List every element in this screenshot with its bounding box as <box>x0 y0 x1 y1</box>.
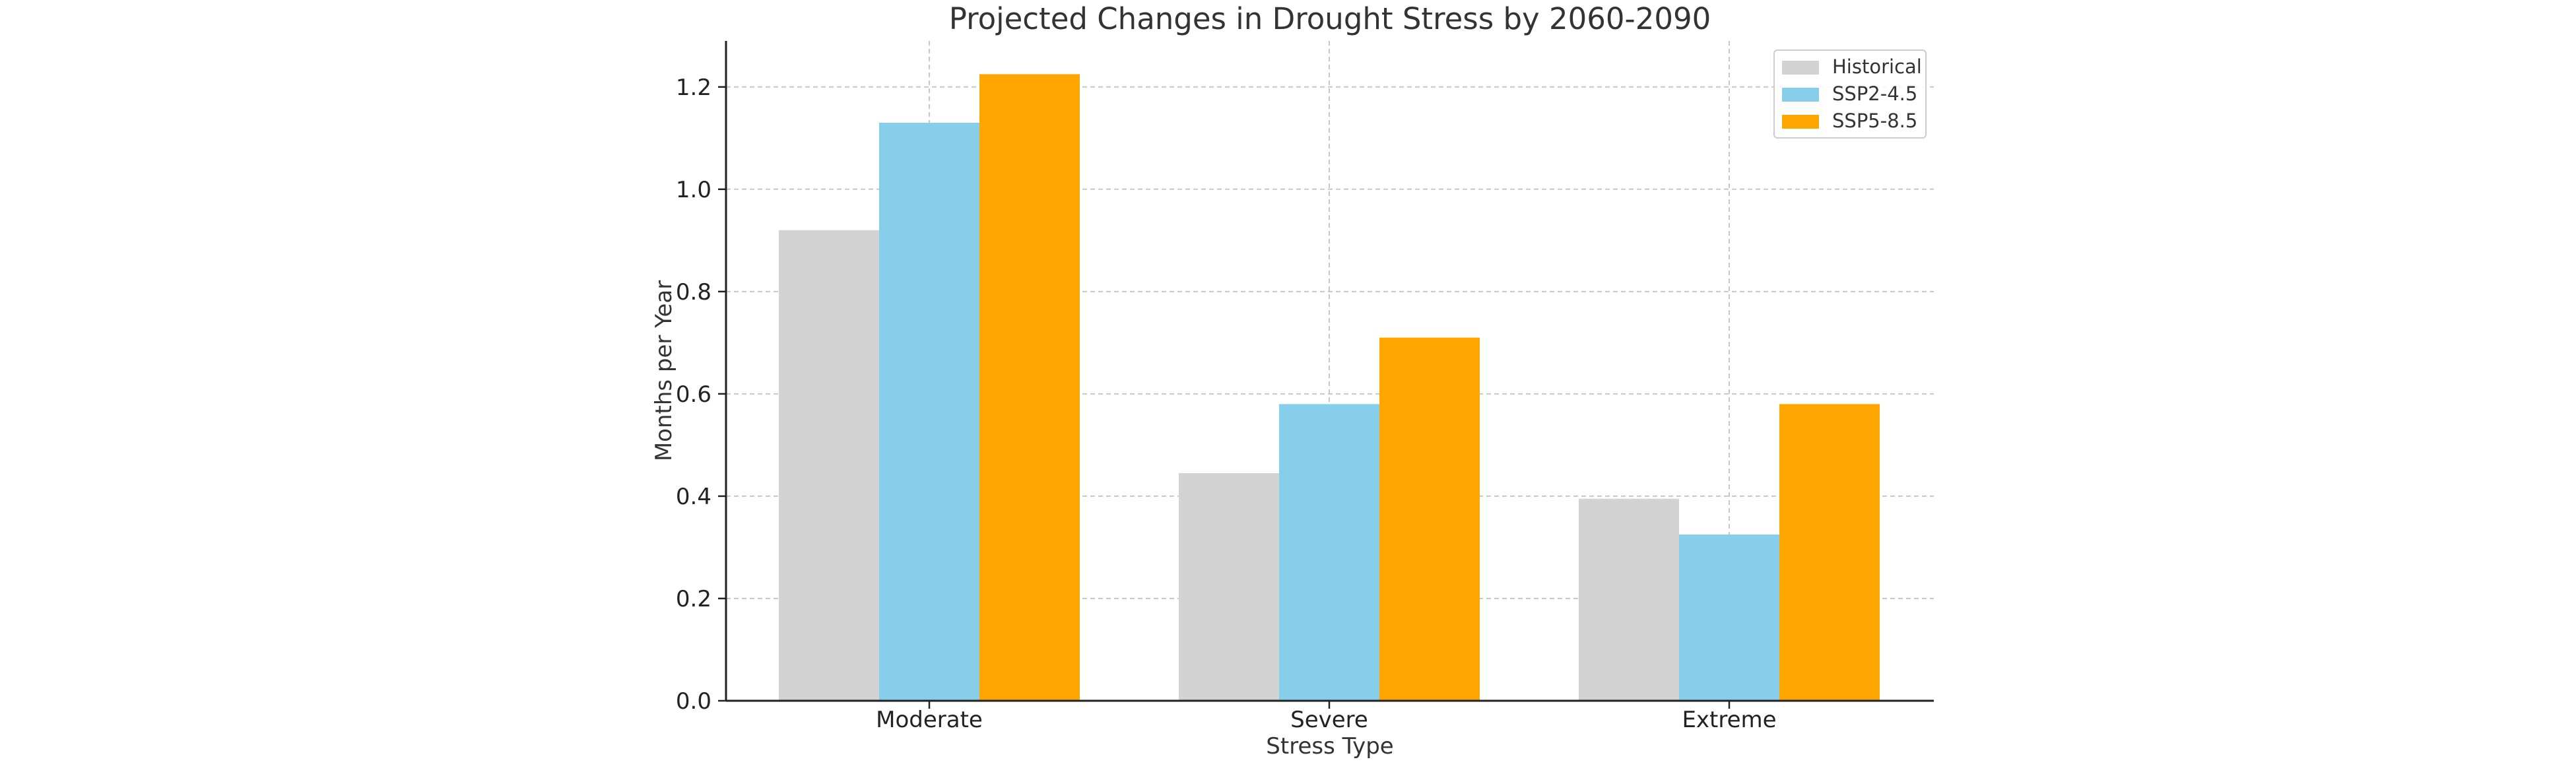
legend-label: SSP2-4.5 <box>1832 82 1917 105</box>
bar-ssp5-8-5-severe <box>1379 337 1480 701</box>
legend-label: Historical <box>1832 55 1922 78</box>
legend-swatch <box>1782 61 1819 75</box>
x-axis-label: Stress Type <box>1266 733 1393 760</box>
x-ticks: Moderate Severe Extreme <box>876 701 1777 733</box>
legend-label: SSP5-8.5 <box>1832 110 1917 132</box>
x-tick-label: Moderate <box>876 707 983 733</box>
y-tick-label: 0.8 <box>676 279 711 306</box>
bar-historical-extreme <box>1579 498 1679 701</box>
y-tick-label: 0.4 <box>676 484 711 510</box>
chart-title: Projected Changes in Drought Stress by 2… <box>949 1 1711 36</box>
bar-ssp2-4-5-severe <box>1279 404 1379 701</box>
y-tick-label: 0.0 <box>676 688 711 715</box>
y-tick-label: 1.0 <box>676 177 711 203</box>
legend: Historical SSP2-4.5 SSP5-8.5 <box>1773 49 1927 139</box>
legend-swatch <box>1782 88 1819 102</box>
x-tick-label: Extreme <box>1682 707 1776 733</box>
y-tick-label: 1.2 <box>676 75 711 101</box>
bar-ssp5-8-5-extreme <box>1779 404 1880 701</box>
y-ticks: 0.0 0.2 0.4 0.6 0.8 1.0 1.2 <box>676 75 726 715</box>
y-tick-label: 0.2 <box>676 586 711 612</box>
bar-ssp5-8-5-moderate <box>979 74 1080 701</box>
bar-ssp2-4-5-extreme <box>1679 534 1779 701</box>
bar-historical-severe <box>1179 473 1279 701</box>
y-axis-label: Months per Year <box>651 280 677 461</box>
y-tick-label: 0.6 <box>676 381 711 408</box>
bar-historical-moderate <box>779 230 879 701</box>
bar-ssp2-4-5-moderate <box>879 123 979 701</box>
x-tick-label: Severe <box>1290 707 1368 733</box>
legend-swatch <box>1782 115 1819 129</box>
bars <box>779 74 1880 701</box>
